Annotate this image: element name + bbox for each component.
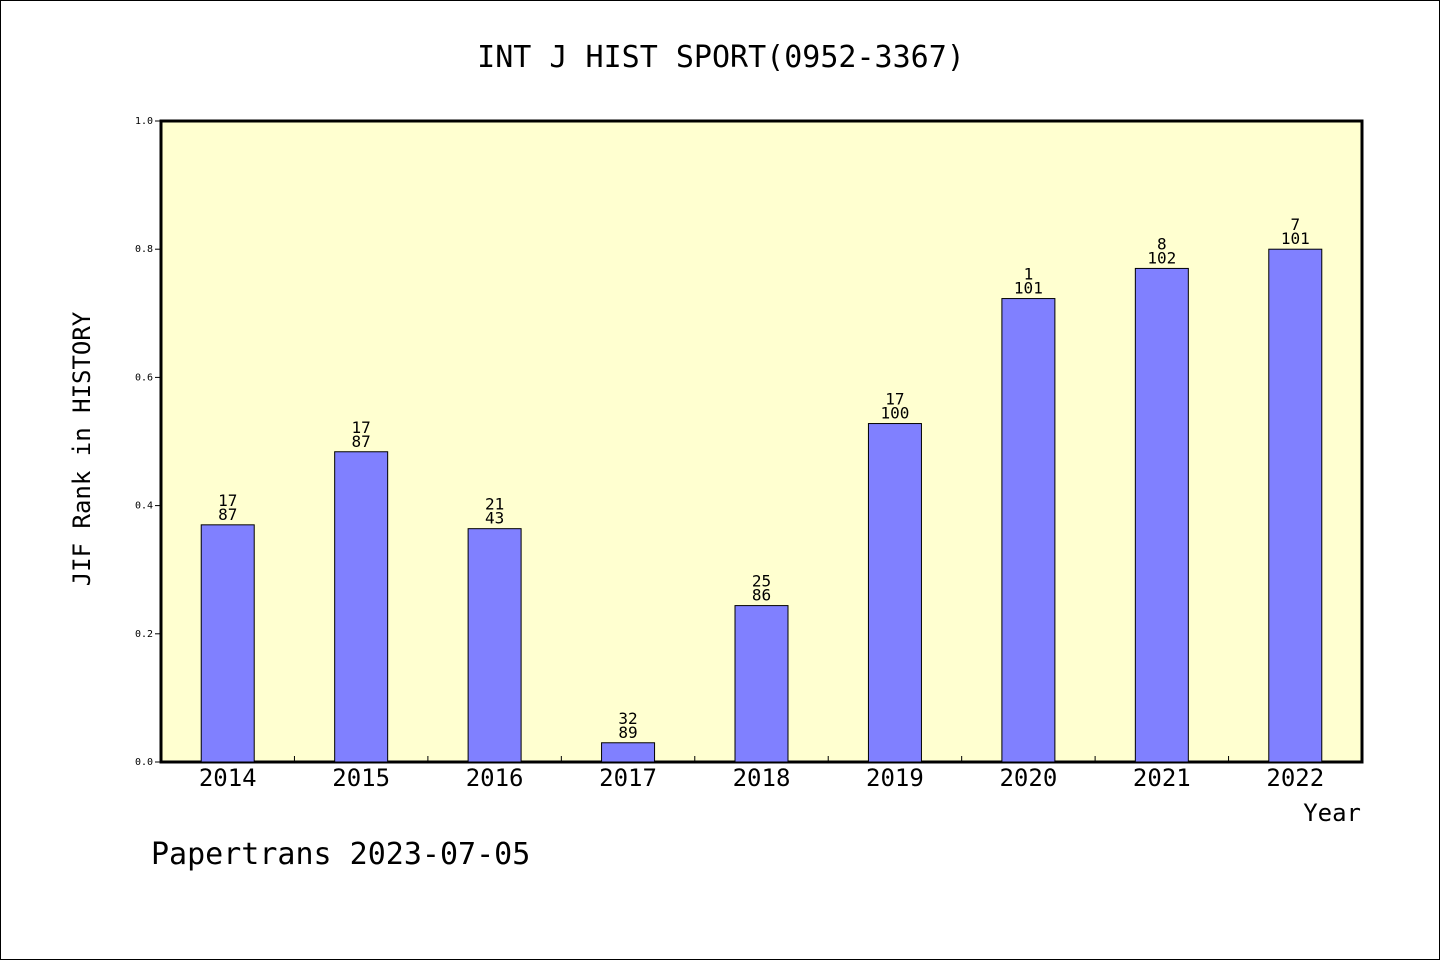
bar-2020 bbox=[1001, 298, 1056, 763]
data-label-rank: 1 bbox=[1024, 265, 1034, 284]
data-label-total: 101 bbox=[1014, 279, 1043, 298]
bar-2015 bbox=[334, 451, 389, 763]
data-label-total: 86 bbox=[752, 586, 771, 605]
data-label-total: 87 bbox=[352, 432, 371, 451]
x-tick-label: 2019 bbox=[866, 764, 924, 792]
data-label-total: 87 bbox=[218, 505, 237, 524]
x-tick-label: 2017 bbox=[599, 764, 657, 792]
x-axis-labels: 2014 2015 2016 2017 2018 2019 2020 2021 2022 bbox=[199, 764, 1324, 792]
data-label-rank: 17 bbox=[885, 390, 904, 409]
data-label-total: 101 bbox=[1281, 229, 1310, 248]
data-label-rank: 17 bbox=[352, 418, 371, 437]
data-label-total: 102 bbox=[1147, 248, 1176, 267]
data-label-rank: 32 bbox=[618, 709, 637, 728]
x-tick-label: 2020 bbox=[999, 764, 1057, 792]
bar-2019 bbox=[867, 423, 922, 763]
chart-title: INT J HIST SPORT(0952-3367) bbox=[477, 40, 965, 75]
bar-2021 bbox=[1134, 267, 1189, 763]
x-tick-label: 2018 bbox=[733, 764, 791, 792]
bar-2018 bbox=[734, 605, 789, 763]
data-label-rank: 17 bbox=[218, 491, 237, 510]
y-tick-label: 0.2 bbox=[135, 629, 153, 640]
x-tick-label: 2015 bbox=[332, 764, 390, 792]
data-label-total: 43 bbox=[485, 509, 504, 528]
y-tick-label: 0.4 bbox=[135, 501, 153, 512]
y-axis-title: JIF Rank in HISTORY bbox=[68, 311, 96, 586]
footer-credit: Papertrans 2023-07-05 bbox=[151, 837, 530, 872]
bar-2022 bbox=[1268, 248, 1323, 763]
x-tick-label: 2022 bbox=[1266, 764, 1324, 792]
y-axis: 0.0 0.2 0.4 0.6 0.8 1.0 bbox=[135, 116, 161, 768]
x-tick-label: 2014 bbox=[199, 764, 257, 792]
data-label-rank: 8 bbox=[1157, 234, 1167, 253]
bar-2014 bbox=[200, 524, 255, 763]
x-tick-label: 2016 bbox=[466, 764, 524, 792]
data-label-rank: 25 bbox=[752, 572, 771, 591]
x-axis-title: Year bbox=[1303, 799, 1361, 827]
data-label-total: 100 bbox=[880, 404, 909, 423]
data-label-total: 89 bbox=[618, 723, 637, 742]
x-axis-ticks bbox=[293, 756, 1230, 762]
bar-2017 bbox=[601, 742, 656, 763]
data-label-rank: 21 bbox=[485, 495, 504, 514]
x-tick-label: 2021 bbox=[1133, 764, 1191, 792]
y-tick-label: 0.0 bbox=[135, 757, 153, 768]
y-tick-label: 0.8 bbox=[135, 244, 153, 255]
bar-2016 bbox=[467, 528, 522, 763]
data-label-rank: 7 bbox=[1290, 215, 1300, 234]
y-tick-label: 1.0 bbox=[135, 116, 153, 127]
y-tick-label: 0.6 bbox=[135, 372, 153, 383]
